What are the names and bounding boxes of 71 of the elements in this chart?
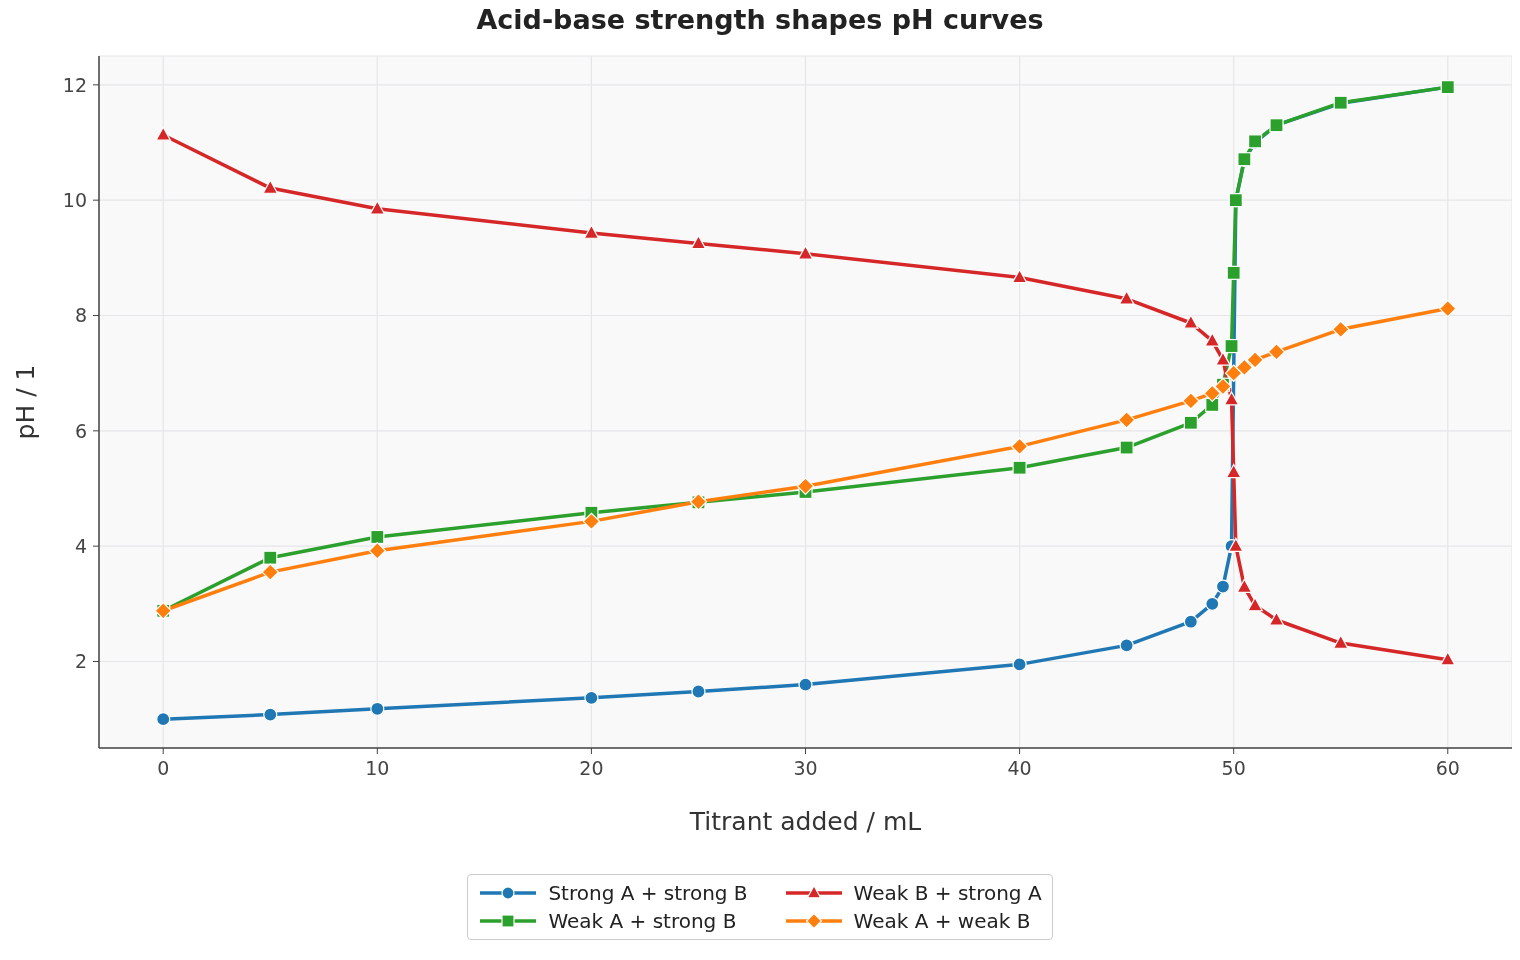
point xyxy=(1215,351,1231,366)
y-tick-label: 2 xyxy=(74,650,87,673)
point xyxy=(370,701,385,716)
point xyxy=(1011,269,1028,284)
point xyxy=(1205,596,1220,611)
point xyxy=(1118,290,1135,305)
point xyxy=(798,677,813,692)
point xyxy=(1204,332,1221,347)
point xyxy=(1182,392,1200,410)
x-tick-label: 40 xyxy=(1007,757,1032,780)
x-tick-label: 30 xyxy=(793,757,818,780)
y-axis-title: pH / 1 xyxy=(11,364,40,440)
x-tick-label: 0 xyxy=(157,757,170,780)
y-tick-label: 12 xyxy=(62,73,87,96)
chart-title: Acid-base strength shapes pH curves xyxy=(475,4,1045,37)
x-tick-label: 20 xyxy=(579,757,604,780)
point xyxy=(1267,343,1286,361)
point xyxy=(1226,265,1241,280)
point xyxy=(1236,578,1253,593)
point xyxy=(1440,651,1456,666)
point xyxy=(691,684,706,699)
point xyxy=(1235,358,1254,377)
point xyxy=(1183,415,1198,430)
point xyxy=(1214,377,1232,396)
point xyxy=(1119,440,1134,455)
point xyxy=(1215,579,1231,594)
point xyxy=(1012,460,1027,475)
point xyxy=(1225,463,1242,479)
x-tick-label: 50 xyxy=(1221,757,1246,780)
point xyxy=(583,224,600,239)
point xyxy=(1203,384,1221,403)
point xyxy=(1246,351,1264,369)
point xyxy=(1224,338,1239,354)
point xyxy=(1439,299,1457,318)
point xyxy=(156,712,171,727)
point xyxy=(1117,411,1136,429)
point xyxy=(263,707,278,722)
point xyxy=(261,563,279,581)
point xyxy=(263,550,278,565)
point xyxy=(155,126,171,141)
y-tick-label: 6 xyxy=(74,419,87,442)
point xyxy=(1247,597,1263,612)
y-tick-label: 8 xyxy=(74,304,87,327)
point xyxy=(1012,657,1027,672)
legend-label: Weak A + weak B xyxy=(853,909,1031,933)
x-tick-label: 60 xyxy=(1435,757,1460,780)
point xyxy=(1119,638,1134,653)
point xyxy=(1183,614,1198,629)
point xyxy=(262,179,279,194)
y-tick-label: 10 xyxy=(62,188,87,211)
point xyxy=(797,245,814,260)
point xyxy=(1223,391,1240,406)
legend-label: Weak A + strong B xyxy=(548,909,737,933)
point xyxy=(1332,320,1350,339)
x-axis-title: Titrant added / mL xyxy=(688,807,922,836)
point xyxy=(796,477,815,495)
point xyxy=(368,542,387,560)
x-tick-label: 10 xyxy=(365,757,390,780)
point xyxy=(1268,611,1285,626)
y-tick-label: 4 xyxy=(74,534,87,557)
legend-label: Weak B + strong A xyxy=(853,881,1042,905)
point xyxy=(582,512,601,531)
point xyxy=(1228,537,1244,552)
point xyxy=(584,690,599,705)
point xyxy=(1010,437,1029,456)
point xyxy=(690,235,707,250)
point xyxy=(369,200,386,215)
point xyxy=(370,529,385,545)
point xyxy=(1183,314,1199,329)
legend-label: Strong A + strong B xyxy=(548,881,748,905)
point xyxy=(1332,634,1349,649)
